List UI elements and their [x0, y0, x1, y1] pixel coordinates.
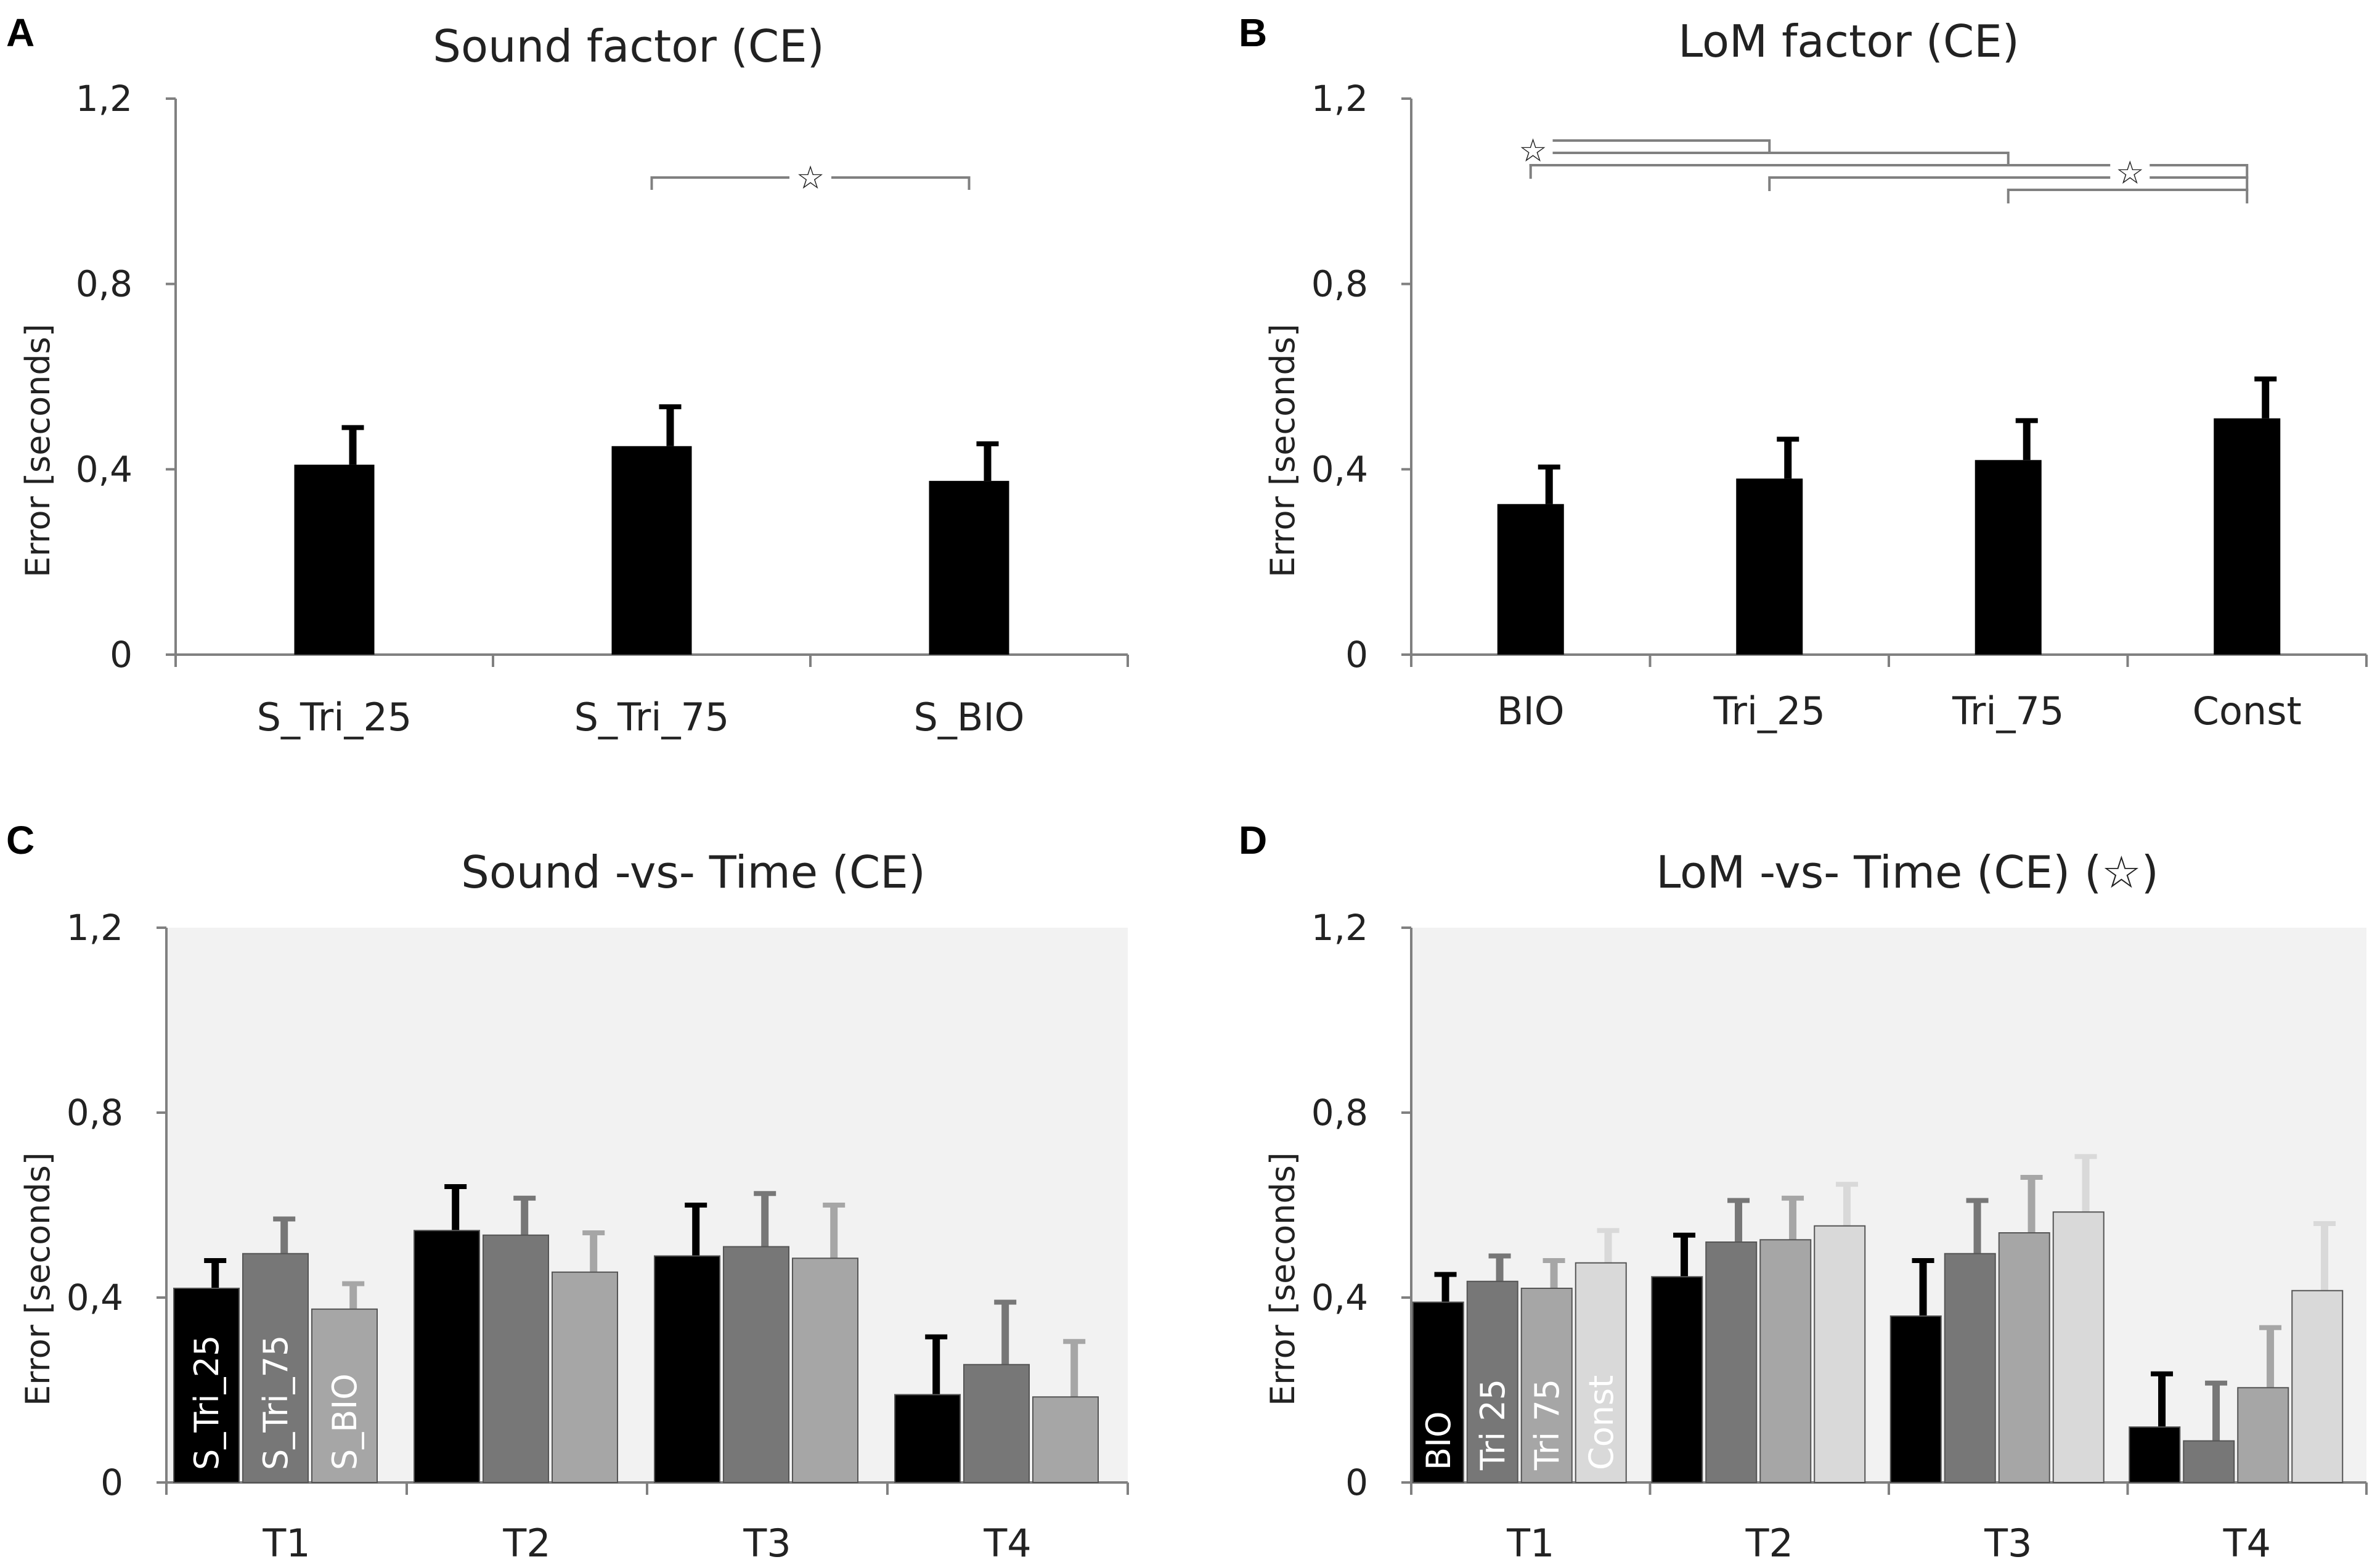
x-tick-label: T3	[743, 1521, 791, 1562]
x-tick-label: T1	[1506, 1521, 1554, 1562]
y-tick-label: 0	[1345, 634, 1368, 676]
bar	[2214, 418, 2281, 655]
bar	[1998, 1232, 2050, 1483]
bar	[1412, 1301, 1464, 1483]
series-label: S_Tri_25	[187, 1335, 226, 1470]
x-tick-label: S_Tri_75	[574, 695, 730, 740]
bar	[1466, 1280, 1518, 1483]
y-tick-label: 1,2	[67, 907, 123, 949]
significance-star: ☆	[1518, 133, 1547, 170]
y-tick-label: 0,4	[1311, 1277, 1368, 1319]
y-tick-label: 0	[110, 634, 132, 676]
chart-title: Sound factor (CE)	[433, 20, 824, 72]
bar	[929, 481, 1009, 655]
y-axis-label: Error [seconds]	[18, 324, 57, 578]
y-axis-label: Error [seconds]	[1263, 1152, 1302, 1406]
bar	[654, 1255, 720, 1483]
star-bg	[1513, 137, 1553, 164]
x-tick-label: T3	[1984, 1521, 2032, 1562]
x-tick-label: T2	[1745, 1521, 1793, 1562]
bar	[414, 1230, 480, 1483]
y-tick-label: 0,8	[76, 263, 132, 305]
panel-letter: A	[6, 10, 35, 55]
y-tick-label: 1,2	[76, 78, 132, 120]
x-tick-label: Tri_75	[1952, 689, 2064, 734]
chart-title: LoM factor (CE)	[1678, 15, 2019, 67]
bar	[2183, 1440, 2235, 1483]
bar	[1814, 1225, 1866, 1483]
chart-panel-b: B LoM factor (CE) 0 0,4 0,8 1,2 Error [seconds…	[1239, 10, 2368, 734]
y-axis-label: Error [seconds]	[1263, 324, 1302, 578]
bar	[2129, 1426, 2181, 1483]
bar	[1975, 460, 2042, 655]
x-tick-label: T4	[983, 1521, 1031, 1562]
panel-letter: D	[1239, 818, 1267, 862]
bar	[294, 464, 375, 655]
bar	[1889, 1315, 1942, 1483]
bar	[611, 446, 692, 655]
bar	[2237, 1387, 2289, 1483]
chart-panel-a: A Sound factor (CE) 0 0,4 0,8 1,2 Error [secon…	[6, 10, 1129, 740]
chart-title: Sound -vs- Time (CE)	[461, 846, 926, 898]
x-tick-label: Tri_25	[1713, 689, 1825, 734]
x-tick-label: S_BIO	[914, 695, 1025, 740]
bar	[2052, 1211, 2105, 1483]
series-label: Tri 75	[1528, 1379, 1567, 1471]
series-label: S_Tri_75	[256, 1335, 295, 1470]
bar	[792, 1257, 858, 1483]
bar	[894, 1394, 961, 1483]
bar	[1575, 1262, 1627, 1483]
bar	[552, 1271, 618, 1483]
bar	[1705, 1241, 1758, 1483]
bar	[723, 1246, 789, 1483]
x-tick-label: BIO	[1497, 689, 1565, 734]
star-bg	[2110, 160, 2150, 187]
y-tick-label: 0,4	[67, 1277, 123, 1319]
bar	[242, 1253, 309, 1483]
bar	[2291, 1290, 2344, 1483]
bar	[1736, 478, 1803, 655]
bar	[1944, 1253, 1996, 1483]
y-tick-label: 0,8	[1311, 263, 1368, 305]
y-tick-label: 0,8	[67, 1092, 123, 1134]
bar	[1651, 1276, 1703, 1483]
bar	[173, 1288, 240, 1483]
x-tick-label: T4	[2223, 1521, 2271, 1562]
y-axis-label: Error [seconds]	[18, 1152, 57, 1406]
y-tick-label: 1,2	[1311, 907, 1368, 949]
panel-letter: B	[1239, 10, 1267, 55]
significance-bracket	[1768, 176, 2249, 191]
y-tick-label: 0,4	[1311, 448, 1368, 490]
bar	[963, 1364, 1030, 1483]
bar	[1032, 1396, 1099, 1483]
chart-panel-d: D LoM -vs- Time (CE) (☆) 0 0,4 0,8 1,2 Error […	[1239, 818, 2368, 1562]
significance-bracket	[2007, 189, 2249, 203]
chart-panel-c: C Sound -vs- Time (CE) 0 0,4 0,8 1,2 Error [se…	[6, 818, 1129, 1562]
x-tick-label: T1	[262, 1521, 310, 1562]
panel-letter: C	[6, 818, 35, 862]
bar	[1497, 504, 1564, 655]
series-label: Tri 25	[1473, 1379, 1512, 1471]
series-label: BIO	[1419, 1412, 1458, 1470]
chart-title: LoM -vs- Time (CE) (☆)	[1656, 846, 2159, 898]
significance-star: ☆	[796, 160, 825, 197]
significance-star: ☆	[2116, 155, 2145, 192]
star-bg	[789, 159, 831, 196]
y-tick-label: 1,2	[1311, 78, 1368, 120]
y-tick-label: 0	[100, 1462, 123, 1503]
bar	[311, 1308, 378, 1483]
series-label: Const	[1582, 1375, 1621, 1470]
significance-bracket	[1529, 164, 2249, 179]
y-tick-label: 0,8	[1311, 1092, 1368, 1134]
bar	[483, 1234, 549, 1483]
x-tick-label: S_Tri_25	[257, 695, 412, 740]
series-label: S_BIO	[325, 1373, 364, 1470]
x-tick-label: Const	[2193, 689, 2302, 734]
bar	[1520, 1288, 1573, 1483]
bar	[1759, 1239, 1812, 1483]
y-tick-label: 0,4	[76, 448, 132, 490]
y-tick-label: 0	[1345, 1462, 1368, 1503]
x-tick-label: T2	[502, 1521, 550, 1562]
